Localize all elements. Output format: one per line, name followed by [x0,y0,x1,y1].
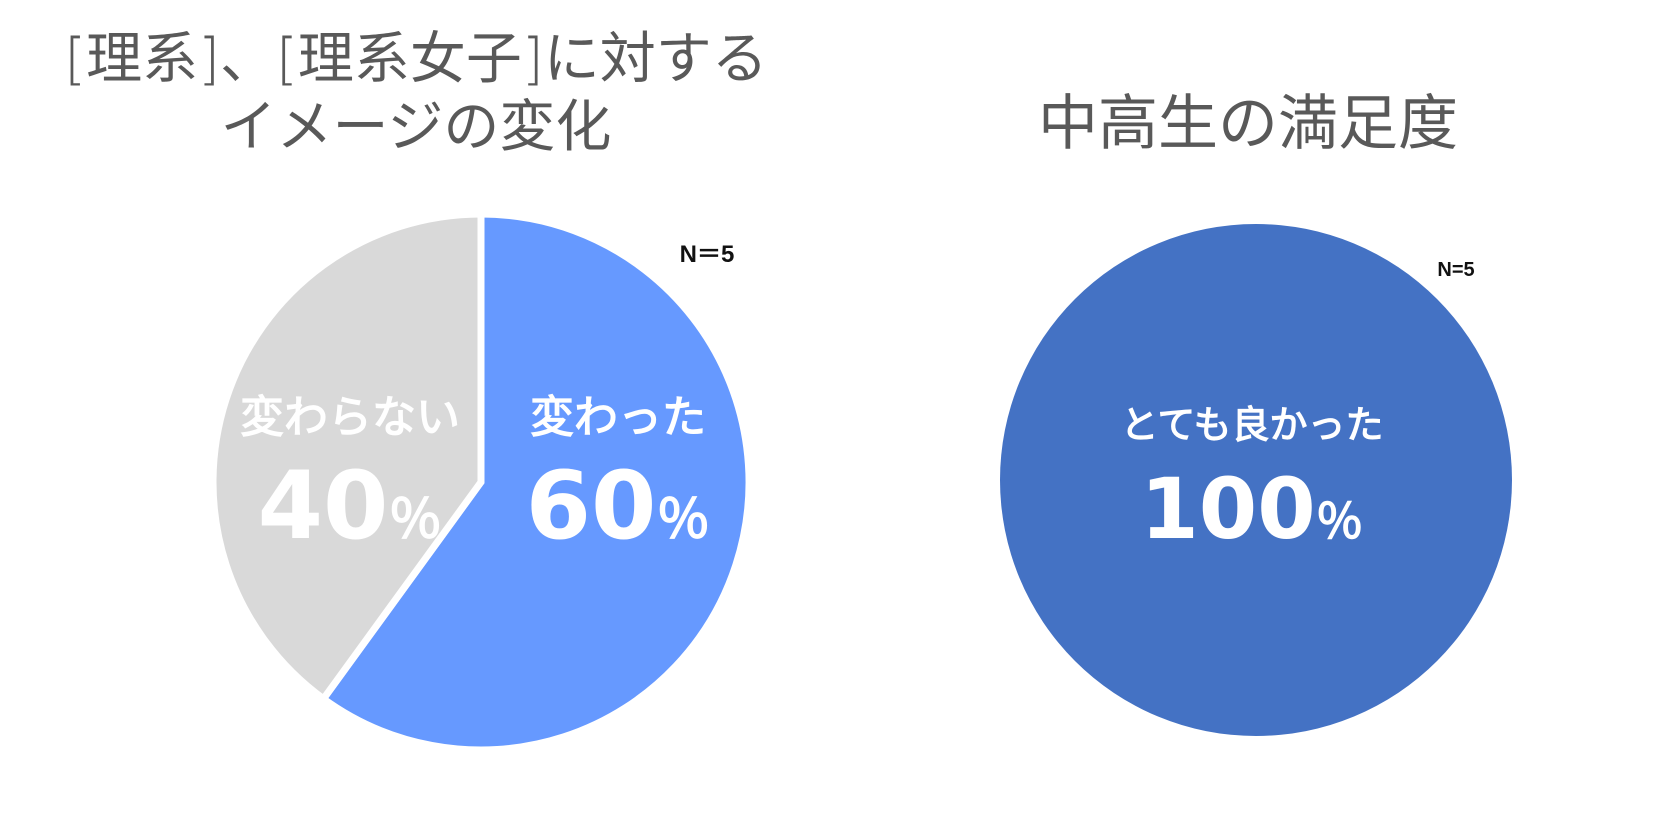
slice-label: 変わった [530,392,706,443]
chart-title: 中高生の満足度 [832,88,1664,160]
slice-percent-label: 100％ [1140,460,1363,558]
sample-size-note: N=5 [1437,259,1474,281]
chart-satisfaction: 中高生の満足度 とても良かった 100％ N=5 [832,0,1664,827]
chart-title-line-1: 中高生の満足度 [1038,89,1458,159]
sample-size-note: N＝5 [680,241,735,268]
chart-title-line-1: [理系]、[理系女子]に対する [64,27,768,92]
chart-title-line-2: イメージの変化 [220,95,612,160]
slice-percent-label: 40％ [258,452,443,561]
pie-chart-image-change: 変わった 60％ 変わらない 40％ N＝5 [209,210,753,754]
pie-chart-satisfaction: とても良かった 100％ N=5 [1000,224,1512,736]
pie-slice-0 [1000,224,1512,736]
slice-label: 変わらない [240,392,460,443]
slice-label: とても良かった [1121,403,1384,447]
pie-slice-1 [209,210,485,704]
chart-image-change: [理系]、[理系女子]に対する イメージの変化 変わった 60％ 変わらない 40％ N… [0,26,832,754]
pie-slice-0 [318,210,753,754]
chart-title: [理系]、[理系女子]に対する イメージの変化 [0,26,832,162]
slice-percent-label: 60％ [526,452,711,561]
